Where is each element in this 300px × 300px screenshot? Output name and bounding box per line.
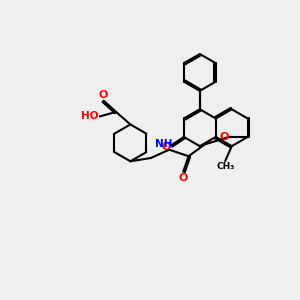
Text: HO: HO [81,111,98,122]
Text: O: O [161,142,171,152]
Text: O: O [98,90,108,100]
Text: O: O [178,172,188,183]
Text: NH: NH [155,140,172,149]
Text: CH₃: CH₃ [216,162,234,171]
Text: O: O [220,132,229,142]
